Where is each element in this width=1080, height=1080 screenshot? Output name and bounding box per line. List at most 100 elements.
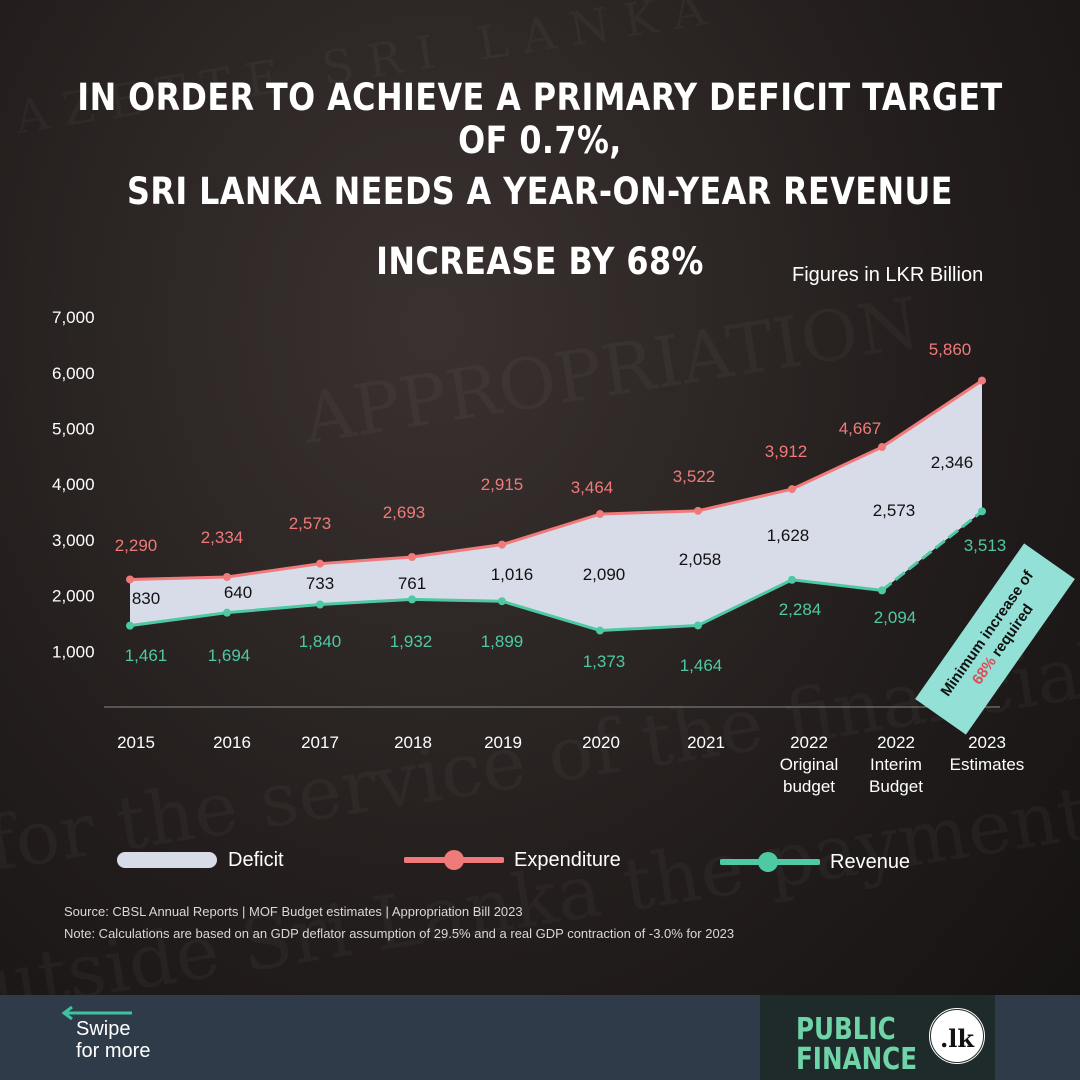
x-tick-label: 2018 — [394, 733, 432, 752]
revenue-label: 1,461 — [125, 646, 168, 665]
title-line-1: IN ORDER TO ACHIEVE A PRIMARY DEFICIT TA… — [77, 76, 1003, 162]
units-label: Figures in LKR Billion — [792, 264, 984, 286]
revenue-swatch-icon — [720, 852, 820, 872]
deficit-label: 1,628 — [767, 526, 810, 545]
revenue-line-projected — [881, 510, 983, 592]
revenue-label: 1,932 — [390, 632, 433, 651]
y-tick-label: 7,000 — [52, 308, 95, 327]
revenue-point — [878, 586, 886, 595]
deficit-label: 830 — [132, 589, 160, 608]
x-tick-label: 2021 — [687, 733, 725, 752]
legend-expenditure-label: Expenditure — [514, 848, 621, 871]
x-tick-label: 2023 Estimates — [950, 733, 1025, 774]
expenditure-point — [694, 506, 702, 515]
expenditure-line — [129, 379, 983, 581]
revenue-series — [126, 507, 986, 635]
deficit-label: 733 — [306, 574, 334, 593]
expenditure-swatch-icon — [404, 850, 504, 870]
expenditure-label: 3,912 — [765, 442, 808, 461]
swipe-line-2: for more — [76, 1040, 151, 1062]
swipe-line-1: Swipe — [76, 1018, 131, 1040]
logo-line-1: PUBLIC — [796, 1012, 896, 1047]
revenue-point — [126, 621, 134, 630]
revenue-label: 2,094 — [874, 608, 917, 627]
deficit-label: 1,016 — [491, 565, 534, 584]
deficit-area — [130, 380, 982, 631]
legend-deficit: Deficit — [116, 845, 284, 875]
revenue-point — [596, 626, 604, 635]
deficit-label: 640 — [224, 583, 252, 602]
expenditure-label: 3,522 — [673, 467, 716, 486]
swipe-hint[interactable]: Swipe for more — [76, 1018, 150, 1062]
logo-line-2: FINANCE — [796, 1042, 918, 1077]
y-tick-label: 2,000 — [52, 587, 95, 606]
x-tick-label: 2015 — [117, 733, 155, 752]
expenditure-label: 2,334 — [201, 528, 244, 547]
deficit-label: 2,090 — [583, 565, 626, 584]
revenue-label: 3,513 — [964, 536, 1007, 555]
legend-revenue-label: Revenue — [830, 850, 911, 873]
deficit-swatch-icon — [117, 852, 217, 868]
expenditure-point — [878, 443, 886, 452]
y-tick-label: 4,000 — [52, 475, 95, 494]
y-tick-label: 3,000 — [52, 531, 95, 550]
legend-revenue: Revenue — [720, 847, 910, 877]
y-tick-label: 5,000 — [52, 420, 95, 439]
revenue-label: 1,464 — [680, 656, 723, 675]
source-line: Source: CBSL Annual Reports | MOF Budget… — [64, 904, 523, 919]
expenditure-point — [408, 552, 416, 561]
revenue-point — [498, 597, 506, 606]
expenditure-point — [223, 572, 231, 581]
data-labels: 2,290 2,334 2,573 2,693 2,915 3,464 3,522 3,912… — [115, 340, 1007, 675]
x-tick-label: 2022 Original budget — [780, 733, 839, 796]
y-tick-label: 6,000 — [52, 364, 95, 383]
title-line-3: INCREASE BY 68% — [376, 240, 704, 283]
revenue-label: 1,694 — [208, 646, 251, 665]
x-tick-label: 2019 — [484, 733, 522, 752]
revenue-label: 1,840 — [299, 632, 342, 651]
expenditure-point — [316, 559, 324, 568]
revenue-point — [316, 600, 324, 609]
revenue-label: 2,284 — [779, 600, 822, 619]
expenditure-point — [596, 510, 604, 519]
revenue-point — [788, 575, 796, 584]
logo-seal-icon: .lk — [928, 1007, 986, 1065]
expenditure-series — [126, 376, 986, 584]
revenue-point — [978, 507, 986, 516]
logo-wordmark: PUBLIC FINANCE — [796, 1015, 917, 1075]
title-line-2: SRI LANKA NEEDS A YEAR-ON-YEAR REVENUE — [127, 170, 953, 213]
revenue-label: 1,899 — [481, 632, 524, 651]
x-tick-label: 2016 — [213, 733, 251, 752]
revenue-point — [694, 621, 702, 630]
legend-expenditure: Expenditure — [404, 845, 621, 875]
legend-deficit-label: Deficit — [228, 848, 284, 871]
x-axis: 2015 2016 2017 2018 2019 2020 2021 2022 Original… — [117, 733, 1024, 796]
expenditure-label: 4,667 — [839, 419, 882, 438]
expenditure-point — [978, 376, 986, 385]
deficit-label: 2,058 — [679, 550, 722, 569]
note-line: Note: Calculations are based on an GDP d… — [64, 926, 735, 941]
expenditure-label: 2,693 — [383, 503, 426, 522]
deficit-label: 2,573 — [873, 501, 916, 520]
x-tick-label: 2017 — [301, 733, 339, 752]
deficit-label: 761 — [398, 574, 426, 593]
expenditure-label: 3,464 — [571, 478, 614, 497]
expenditure-point — [498, 540, 506, 549]
expenditure-label: 2,573 — [289, 514, 332, 533]
x-tick-label: 2022 Interim Budget — [869, 733, 923, 796]
expenditure-point — [788, 485, 796, 494]
expenditure-point — [126, 575, 134, 584]
revenue-point — [408, 595, 416, 604]
arrow-left-icon[interactable] — [60, 1006, 132, 1020]
expenditure-label: 2,290 — [115, 536, 158, 555]
y-axis: 1,000 2,000 3,000 4,000 5,000 6,000 7,000 — [52, 308, 95, 661]
expenditure-label: 5,860 — [929, 340, 972, 359]
logo: PUBLIC FINANCE .lk — [760, 995, 995, 1080]
revenue-label: 1,373 — [583, 652, 626, 671]
x-tick-label: 2020 — [582, 733, 620, 752]
revenue-point — [223, 608, 231, 617]
expenditure-label: 2,915 — [481, 475, 524, 494]
deficit-label: 2,346 — [931, 453, 974, 472]
y-tick-label: 1,000 — [52, 642, 95, 661]
